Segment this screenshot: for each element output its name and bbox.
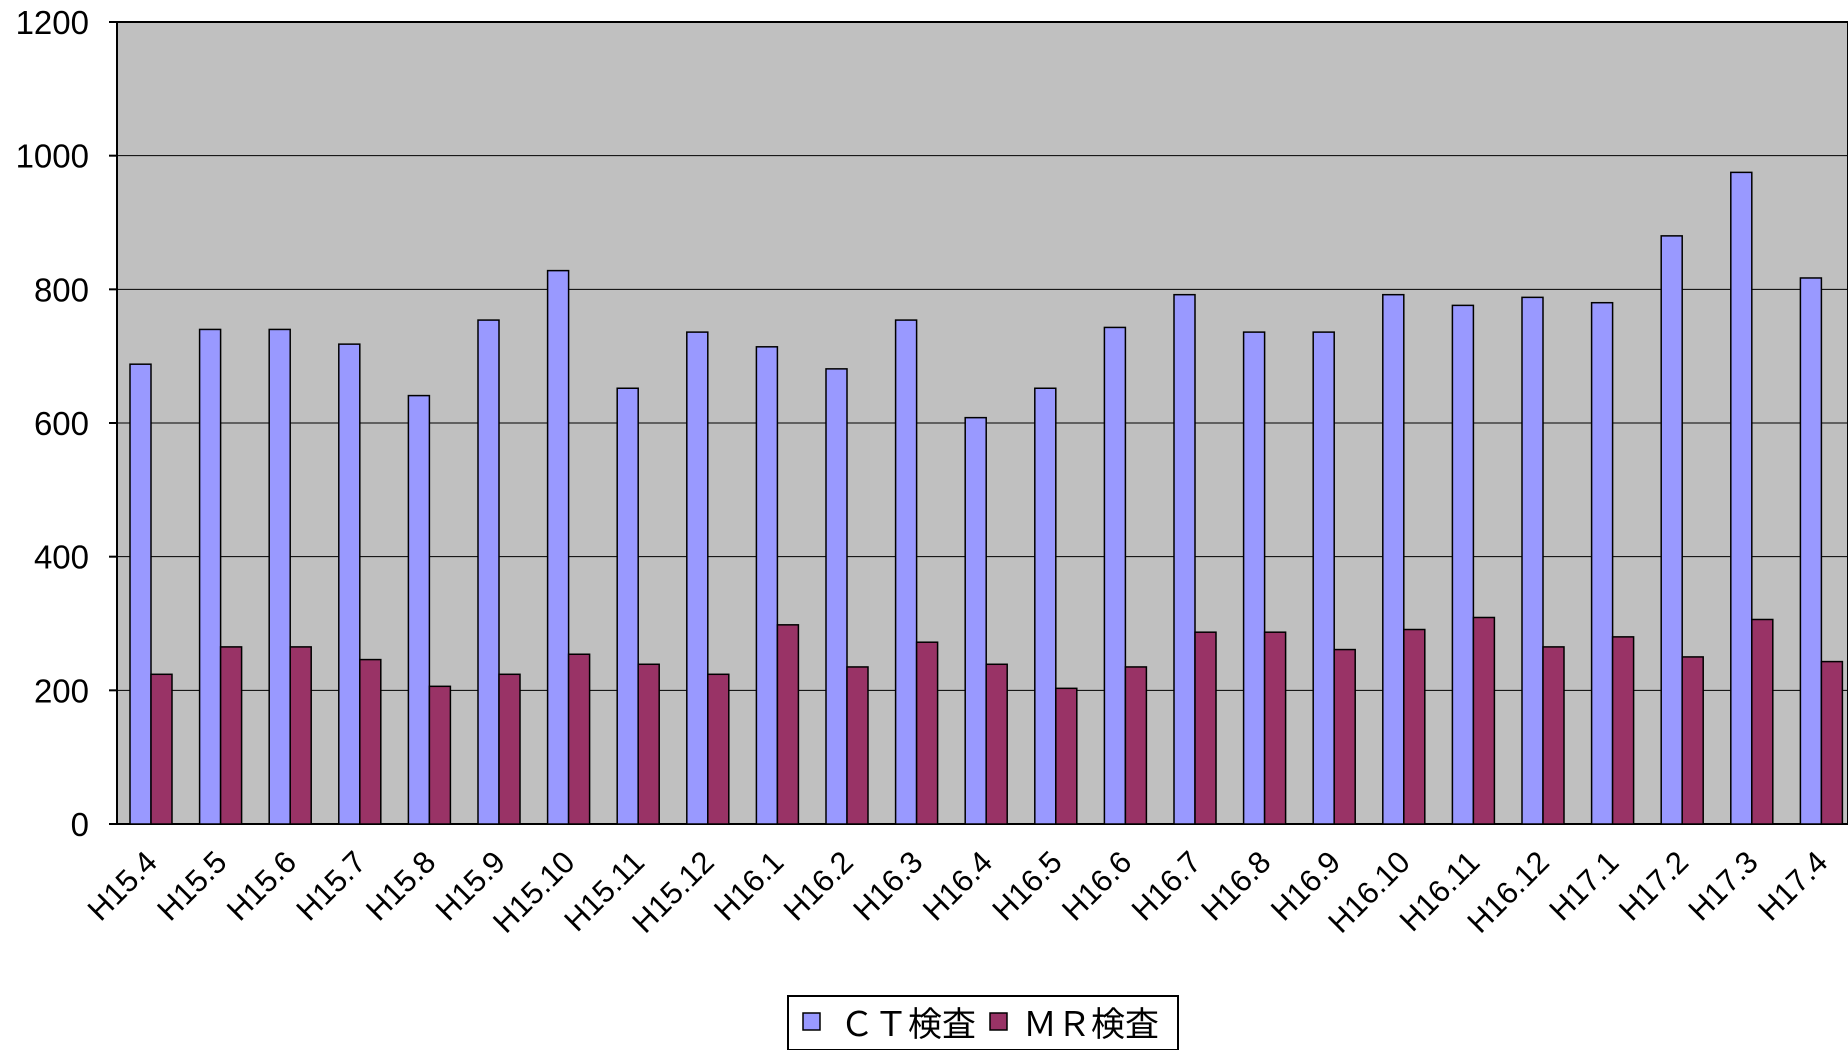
bar-mr	[1611, 636, 1635, 825]
x-tick-label: H16.7	[1125, 844, 1208, 927]
bar-ct	[1103, 326, 1127, 825]
y-tick-label: 400	[34, 539, 89, 576]
bar-ct	[1730, 171, 1753, 825]
bar-ct	[338, 343, 361, 825]
legend-label-ct: ＣＴ検査	[840, 1006, 976, 1044]
bar-mr	[1542, 646, 1565, 825]
legend-swatch-mr	[989, 1012, 1008, 1031]
y-tick-label: 800	[34, 271, 89, 308]
legend: ＣＴ検査 ＭＲ検査	[787, 995, 1179, 1051]
bar-mr	[1263, 631, 1287, 825]
x-tick-label: H15.6	[220, 844, 303, 927]
y-axis: 0 200 400 600 800 1000 1200	[16, 4, 117, 843]
bar-ct	[1173, 293, 1196, 825]
bar-ct	[1382, 293, 1405, 825]
bar-mr	[637, 663, 660, 825]
bar-mr	[1820, 660, 1844, 825]
bar-mr	[1751, 618, 1774, 825]
bar-mr	[846, 666, 869, 825]
bar-ct	[1521, 296, 1544, 825]
bar-ct	[1034, 387, 1057, 825]
x-tick-label: H16.4	[916, 844, 999, 927]
bar-mr	[1194, 631, 1217, 825]
bar-mr	[428, 685, 452, 825]
bar-ct	[686, 331, 709, 825]
y-tick-label: 1200	[16, 4, 89, 41]
bar-ct	[268, 328, 291, 825]
bar-mr	[567, 653, 591, 825]
bar-ct	[755, 346, 779, 825]
bar-ct	[964, 416, 987, 825]
x-tick-label: H15.8	[359, 844, 442, 927]
x-tick-label: H16.2	[777, 844, 860, 927]
bar-mr	[707, 673, 730, 825]
bar-mr	[1403, 628, 1426, 825]
bars	[129, 171, 1844, 825]
bar-ct	[1312, 331, 1335, 825]
bar-ct	[1451, 304, 1475, 825]
bar-ct	[825, 368, 848, 825]
x-tick-label: H15.4	[81, 844, 164, 927]
bar-mr	[985, 663, 1008, 825]
x-tick-label: H17.4	[1751, 844, 1834, 927]
y-tick-label: 200	[34, 672, 89, 709]
bar-mr	[1124, 666, 1148, 825]
x-tick-label: H16.3	[846, 844, 929, 927]
x-tick-label: H16.5	[985, 844, 1068, 927]
bar-mr	[150, 673, 173, 825]
x-tick-label: H16.6	[1055, 844, 1138, 927]
bar-mr	[1681, 656, 1704, 825]
bar-mr	[1472, 616, 1496, 825]
x-tick-label: H15.7	[289, 844, 372, 927]
x-tick-label: H16.8	[1194, 844, 1277, 927]
bar-ct	[546, 269, 570, 825]
bar-ct	[1590, 301, 1614, 825]
legend-label-mr: ＭＲ検査	[1023, 1006, 1159, 1044]
x-axis: H15.4H15.5H15.6H15.7H15.8H15.9H15.10H15.…	[81, 844, 1835, 939]
x-tick-label: H16.1	[707, 844, 790, 927]
legend-box	[787, 995, 1179, 1051]
x-tick-label: H17.3	[1681, 844, 1764, 927]
bar-ct	[1242, 331, 1266, 825]
bar-ct	[477, 319, 500, 825]
bar-mr	[498, 673, 521, 825]
bar-mr	[915, 641, 939, 825]
x-tick-label: H17.1	[1542, 844, 1625, 927]
bar-mr	[1055, 687, 1078, 825]
bar-ct	[1660, 235, 1683, 825]
bar-ct	[198, 328, 222, 825]
bar-ct	[616, 387, 639, 825]
bar-mr	[776, 624, 800, 825]
bar-ct	[1799, 277, 1823, 825]
bar-ct	[129, 363, 152, 825]
bar-mr	[1333, 648, 1356, 825]
x-tick-label: H17.2	[1612, 844, 1695, 927]
bar-ct	[894, 319, 918, 825]
y-tick-label: 1000	[16, 138, 89, 175]
bar-ct	[407, 394, 431, 825]
y-tick-label: 0	[71, 806, 89, 843]
legend-swatch-ct	[802, 1012, 821, 1031]
bar-mr	[219, 646, 243, 825]
y-tick-label: 600	[34, 405, 89, 442]
bar-mr	[289, 646, 312, 825]
x-tick-label: H15.5	[150, 844, 233, 927]
bar-mr	[359, 658, 382, 825]
